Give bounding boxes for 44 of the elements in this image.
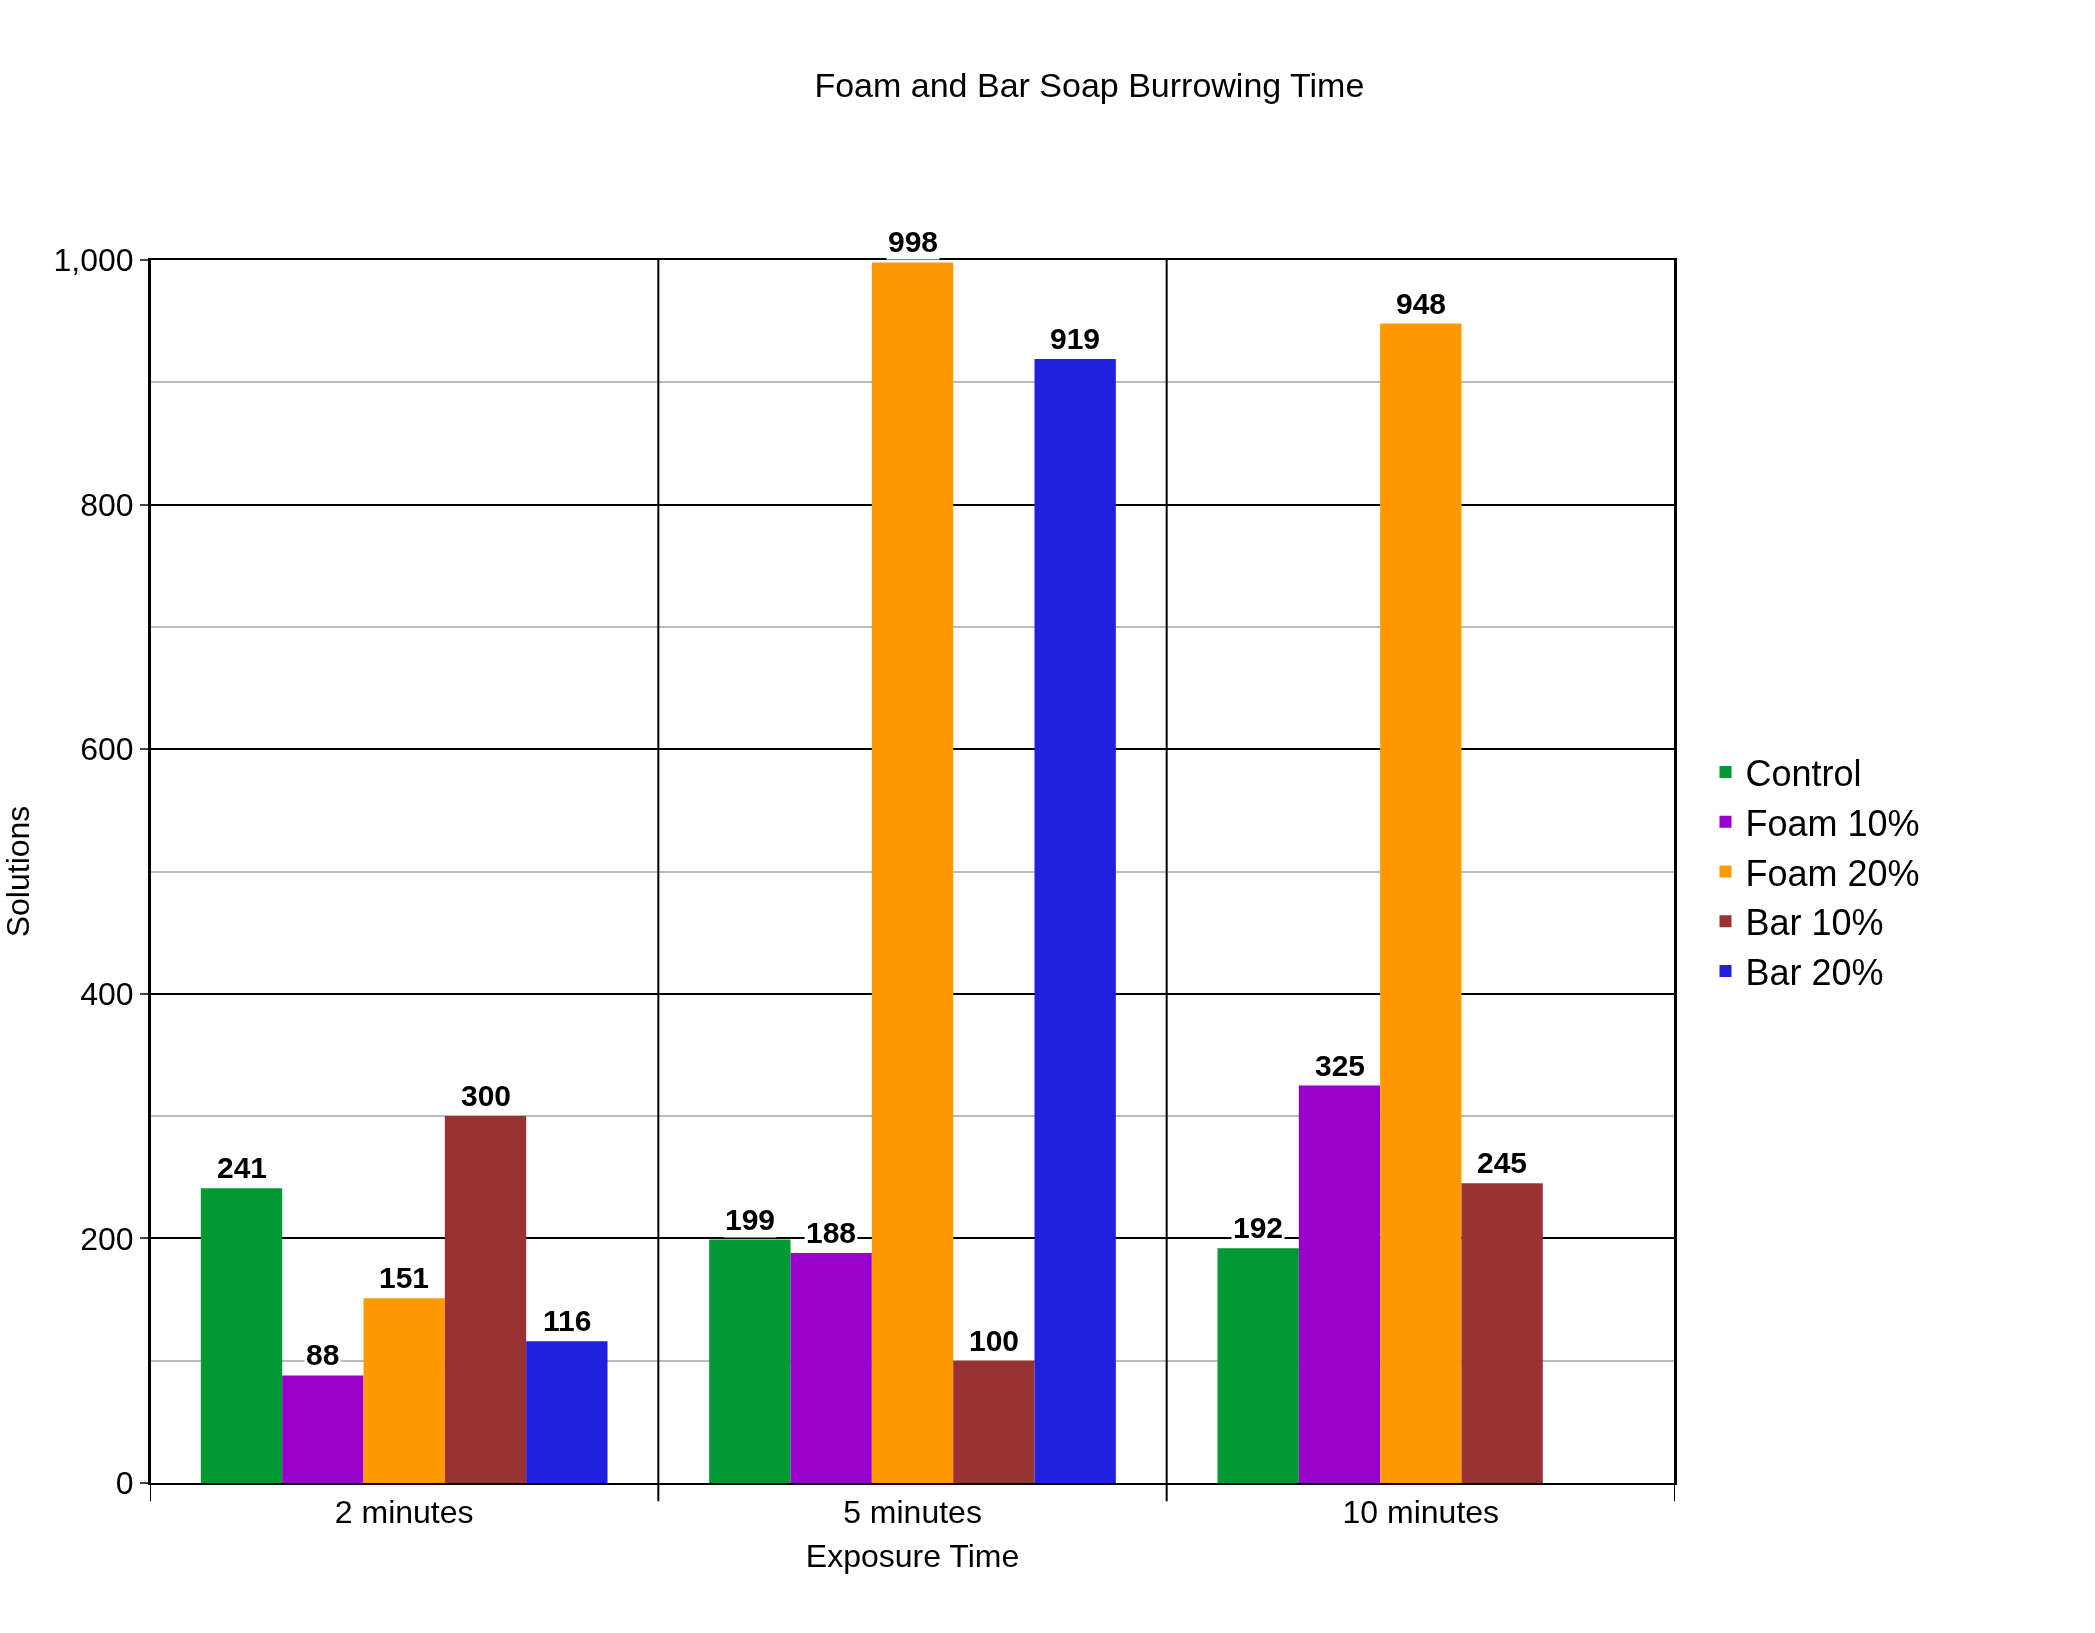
bar [1298, 1085, 1381, 1483]
bar [1034, 359, 1116, 1483]
data-label: 245 [1477, 1146, 1528, 1179]
data-label: 151 [379, 1261, 430, 1294]
bar [363, 1298, 445, 1483]
bar [709, 1239, 791, 1483]
bar [790, 1253, 872, 1483]
data-label: 88 [306, 1338, 340, 1371]
data-label: 100 [969, 1324, 1020, 1357]
bar [1217, 1248, 1299, 1483]
data-label: 192 [1233, 1211, 1284, 1244]
x-tick-label: 10 minutes [1342, 1494, 1500, 1531]
y-tick-label: 1,000 [53, 242, 134, 279]
chart-title: Foam and Bar Soap Burrowing Time [814, 66, 1365, 105]
legend-label: Foam 10% [1745, 802, 1920, 844]
data-label: 948 [1396, 287, 1447, 320]
y-tick-label: 800 [80, 486, 134, 523]
data-label: 998 [888, 225, 939, 258]
x-tick-label: 2 minutes [334, 1494, 474, 1531]
bar [200, 1188, 283, 1483]
y-tick-label: 400 [80, 976, 134, 1012]
y-tick-label: 0 [115, 1465, 134, 1502]
bar [282, 1375, 364, 1483]
legend-label: Foam 20% [1745, 852, 1920, 894]
bar [526, 1341, 608, 1483]
x-axis-title: Exposure Time [805, 1537, 1020, 1574]
legend-label: Bar 10% [1745, 902, 1884, 944]
x-tick-label: 5 minutes [843, 1494, 982, 1531]
data-label: 188 [806, 1216, 857, 1249]
legend-label: Control [1745, 752, 1862, 794]
y-axis-title: Solutions [0, 805, 36, 938]
bar [1380, 323, 1462, 1483]
bar [953, 1360, 1035, 1483]
data-label: 325 [1315, 1049, 1366, 1082]
data-label: 241 [217, 1151, 268, 1184]
legend-label: Bar 20% [1745, 952, 1884, 994]
data-label: 919 [1050, 322, 1101, 355]
bar [444, 1116, 527, 1483]
data-label: 116 [543, 1304, 592, 1337]
y-tick-label: 600 [80, 731, 134, 768]
data-label: 199 [725, 1203, 776, 1236]
y-tick-label: 200 [80, 1220, 134, 1257]
bar [1461, 1183, 1543, 1483]
data-label: 300 [461, 1079, 512, 1112]
